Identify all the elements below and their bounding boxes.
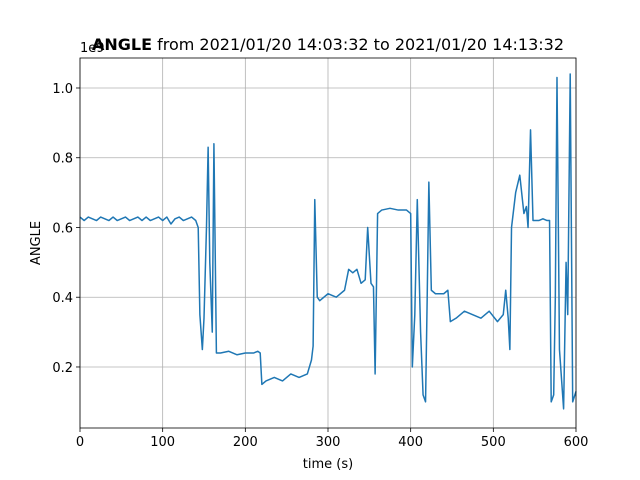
y-tick-label: 0.2 bbox=[52, 361, 73, 376]
y-axis-label: ANGLE bbox=[29, 221, 44, 265]
x-tick-label: 500 bbox=[481, 435, 506, 450]
y-tick-label: 1.0 bbox=[52, 82, 73, 97]
x-tick-label: 400 bbox=[398, 435, 423, 450]
x-axis-label: time (s) bbox=[303, 457, 353, 472]
chart-title: ANGLE from 2021/01/20 14:03:32 to 2021/0… bbox=[92, 35, 564, 54]
y-tick-label: 0.8 bbox=[52, 152, 73, 167]
axes-frame bbox=[79, 57, 577, 429]
y-tick-label: 0.4 bbox=[52, 291, 73, 306]
x-tick-label: 600 bbox=[564, 435, 589, 450]
data-line bbox=[79, 73, 577, 410]
x-tick-label: 0 bbox=[76, 435, 84, 450]
title-bold: ANGLE bbox=[92, 35, 152, 54]
title-text: from 2021/01/20 14:03:32 to 2021/01/20 1… bbox=[157, 35, 564, 54]
y-tick-label: 0.6 bbox=[52, 221, 73, 236]
y-offset-text: 1e9 bbox=[80, 41, 105, 56]
x-tick-label: 300 bbox=[316, 435, 341, 450]
x-tick-label: 100 bbox=[150, 435, 175, 450]
x-tick-label: 200 bbox=[233, 435, 258, 450]
